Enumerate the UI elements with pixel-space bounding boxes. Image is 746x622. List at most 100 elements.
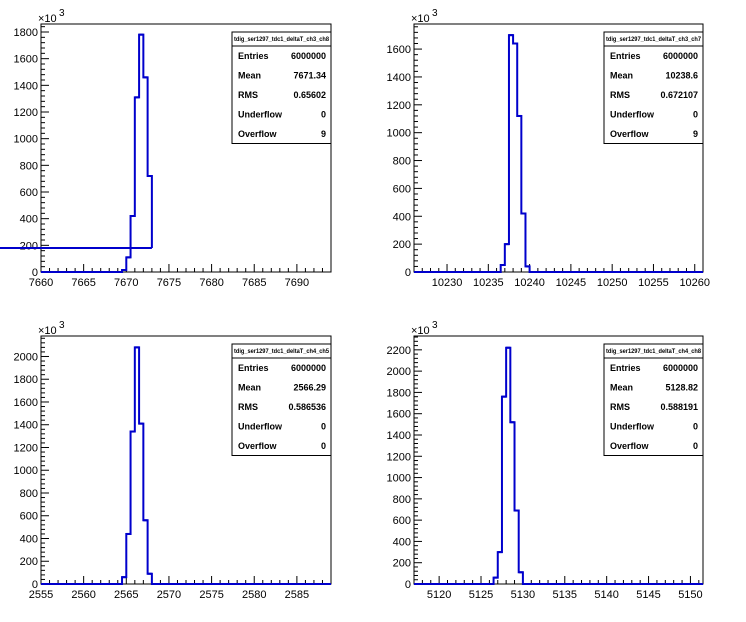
histogram-outline xyxy=(41,33,153,273)
stats-box-frame xyxy=(603,31,704,144)
stats-box: tdig_ser1297_tdc1_deltaT_ch3_ch7 Entries 6… xyxy=(603,31,704,144)
y-tick-label: 600 xyxy=(20,511,38,523)
y-tick-label: 1000 xyxy=(387,128,411,140)
x-tick-label: 2575 xyxy=(199,589,223,601)
stats-label-overflow: Overflow xyxy=(610,129,650,139)
y-tick-label: 1200 xyxy=(14,107,38,119)
stats-value-rms: 0.672107 xyxy=(660,90,698,100)
y-multiplier-exponent: 3 xyxy=(432,8,438,19)
stats-label-underflow: Underflow xyxy=(610,110,655,120)
y-tick-label: 1600 xyxy=(387,409,411,421)
x-tick-label: 10245 xyxy=(556,277,587,289)
y-tick-label: 1000 xyxy=(14,134,38,146)
x-tick-label: 2585 xyxy=(285,589,309,601)
y-tick-label: 400 xyxy=(393,536,411,548)
x-tick-label: 2565 xyxy=(114,589,138,601)
y-tick-label: 0 xyxy=(405,267,411,279)
y-tick-label: 200 xyxy=(20,240,38,252)
y-tick-label: 1000 xyxy=(14,465,38,477)
y-tick-label: 1400 xyxy=(387,430,411,442)
stats-label-underflow: Underflow xyxy=(238,422,283,432)
stats-value-entries: 6000000 xyxy=(663,51,698,61)
stats-value-entries: 6000000 xyxy=(663,363,698,373)
stats-label-entries: Entries xyxy=(238,363,269,373)
stats-label-overflow: Overflow xyxy=(238,441,278,451)
y-tick-label: 600 xyxy=(393,183,411,195)
histogram-panel-3: 2555 2560 2565 2570 2575 2580 2585 0 200 400 600 80… xyxy=(14,320,332,601)
stats-box-frame xyxy=(603,343,704,456)
stats-value-mean: 5128.82 xyxy=(665,383,698,393)
stats-value-underflow: 0 xyxy=(693,110,698,120)
stats-value-rms: 0.65602 xyxy=(293,90,326,100)
x-tick-label: 7675 xyxy=(157,277,181,289)
stats-label-rms: RMS xyxy=(238,402,258,412)
y-multiplier-exponent: 3 xyxy=(59,320,65,331)
stats-label-entries: Entries xyxy=(610,51,641,61)
stats-label-mean: Mean xyxy=(610,383,633,393)
stats-label-mean: Mean xyxy=(238,71,261,81)
stats-label-underflow: Underflow xyxy=(610,422,655,432)
stats-title: tdig_ser1297_tdc1_deltaT_ch4_ch8 xyxy=(606,348,701,355)
stats-box: tdig_ser1297_tdc1_deltaT_ch3_ch8 Entries 6… xyxy=(231,31,332,144)
x-tick-label: 5120 xyxy=(427,589,451,601)
stats-label-overflow: Overflow xyxy=(238,129,278,139)
y-tick-label: 800 xyxy=(393,156,411,168)
y-tick-label: 800 xyxy=(20,488,38,500)
y-tick-label: 1600 xyxy=(387,44,411,56)
x-tick-label: 7660 xyxy=(29,277,53,289)
y-tick-label: 1400 xyxy=(387,72,411,84)
stats-title: tdig_ser1297_tdc1_deltaT_ch3_ch8 xyxy=(234,36,329,43)
y-multiplier-base: ×10 xyxy=(411,13,430,25)
x-tick-label: 10235 xyxy=(473,277,504,289)
y-multiplier-exponent: 3 xyxy=(59,8,65,19)
y-multiplier-base: ×10 xyxy=(38,13,57,25)
y-tick-label: 1200 xyxy=(387,451,411,463)
x-tick-label: 5125 xyxy=(469,589,493,601)
stats-label-overflow: Overflow xyxy=(610,441,650,451)
stats-value-overflow: 9 xyxy=(693,129,698,139)
stats-value-overflow: 0 xyxy=(693,441,698,451)
x-tick-label: 10230 xyxy=(432,277,463,289)
y-tick-label: 200 xyxy=(20,556,38,568)
y-tick-label: 1600 xyxy=(14,397,38,409)
stats-box: tdig_ser1297_tdc1_deltaT_ch4_ch8 Entries 6… xyxy=(603,343,704,456)
x-tick-label: 2555 xyxy=(29,589,53,601)
stats-value-mean: 7671.34 xyxy=(293,71,326,81)
stats-box-frame xyxy=(231,31,332,144)
x-tick-label: 10250 xyxy=(597,277,628,289)
stats-value-mean: 2566.29 xyxy=(293,383,326,393)
stats-box: tdig_ser1297_tdc1_deltaT_ch4_ch5 Entries 6… xyxy=(231,343,332,456)
y-multiplier-base: ×10 xyxy=(38,325,57,337)
y-tick-label: 2200 xyxy=(387,345,411,357)
y-tick-label: 1200 xyxy=(14,442,38,454)
stats-label-rms: RMS xyxy=(238,90,258,100)
stats-value-entries: 6000000 xyxy=(291,51,326,61)
y-tick-label: 1800 xyxy=(14,27,38,39)
x-tick-label: 7690 xyxy=(285,277,309,289)
stats-value-entries: 6000000 xyxy=(291,363,326,373)
x-tick-label: 10260 xyxy=(679,277,710,289)
stats-label-rms: RMS xyxy=(610,90,630,100)
stats-value-underflow: 0 xyxy=(693,422,698,432)
stats-title: tdig_ser1297_tdc1_deltaT_ch3_ch7 xyxy=(606,36,701,43)
histogram-panel-4: 5120 5125 5130 5135 5140 5145 5150 0 200 400 600 80… xyxy=(387,320,704,601)
y-tick-label: 1400 xyxy=(14,420,38,432)
x-tick-label: 10240 xyxy=(514,277,545,289)
y-tick-label: 0 xyxy=(32,579,38,591)
stats-label-entries: Entries xyxy=(610,363,641,373)
stats-value-underflow: 0 xyxy=(321,422,326,432)
y-tick-label: 1600 xyxy=(14,54,38,66)
y-multiplier: ×10 3 xyxy=(38,320,65,337)
x-tick-label: 5145 xyxy=(636,589,660,601)
x-tick-label: 7680 xyxy=(199,277,223,289)
stats-value-rms: 0.588191 xyxy=(660,402,698,412)
stats-label-rms: RMS xyxy=(610,402,630,412)
histogram-panel-2: 10230 10235 10240 10245 10250 10255 10260 0 200 4… xyxy=(387,8,711,289)
stats-label-underflow: Underflow xyxy=(238,110,283,120)
y-multiplier-exponent: 3 xyxy=(432,320,438,331)
x-tick-label: 7670 xyxy=(114,277,138,289)
stats-title: tdig_ser1297_tdc1_deltaT_ch4_ch5 xyxy=(234,348,329,355)
y-multiplier: ×10 3 xyxy=(411,320,438,337)
x-tick-label: 7665 xyxy=(71,277,95,289)
